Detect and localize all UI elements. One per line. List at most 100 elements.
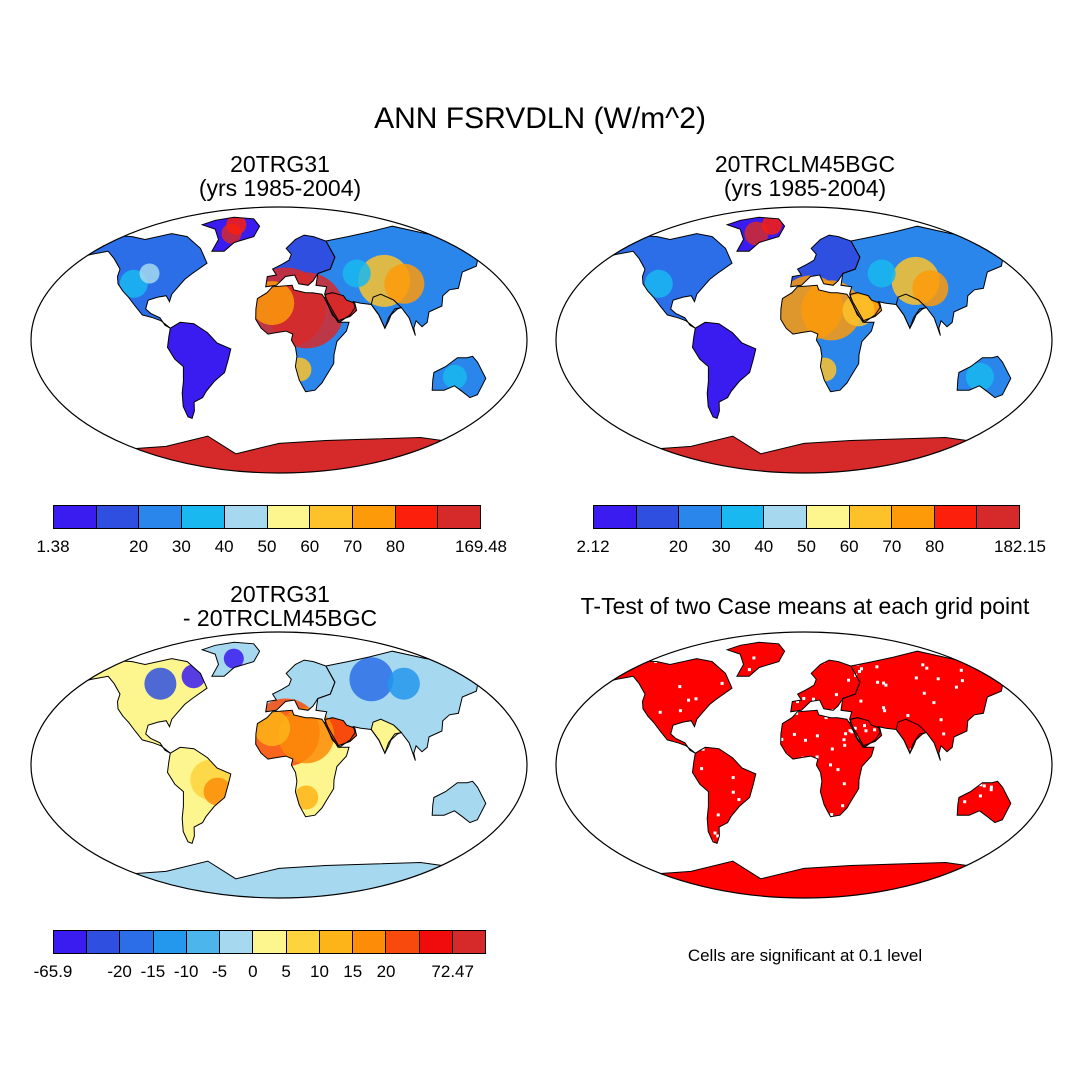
nonsignificant-cell [580,655,583,658]
nonsignificant-cell [829,763,832,767]
land-northAmerica [604,658,732,754]
nonsignificant-cell [939,718,943,722]
nonsignificant-cell [649,650,653,654]
nonsignificant-cell [925,666,929,670]
nonsignificant-cell [737,798,741,801]
nonsignificant-cell [932,701,936,705]
colorbar-swatch [87,931,121,953]
nonsignificant-cell [842,782,846,786]
colorbar-swatch [353,931,387,953]
field-patch [139,263,160,284]
panel-title-line: 20TRG31 [230,581,330,607]
coastline [166,321,232,419]
land-africa [780,710,874,817]
nonsignificant-cell [842,738,846,742]
field-patch [842,294,875,327]
colorbar-swatch [153,931,187,953]
land-southAmerica [167,322,231,419]
colorbar-swatch [764,506,807,528]
coastline [604,658,733,754]
nonsignificant-cell [1012,687,1016,691]
nonsignificant-cell [802,697,806,700]
map-border [555,206,1053,474]
coastline [200,641,261,677]
colorbar-tick-label: 20 [129,537,149,556]
coastline [956,355,1012,399]
nonsignificant-cell [720,681,724,685]
field-patch [912,270,949,307]
colorbar-case2 [593,505,1020,529]
field-patch [226,217,247,235]
land-europe [790,660,860,712]
nonsignificant-cell [844,732,848,736]
nonsignificant-cell [978,794,982,798]
nonsignificant-cell [884,683,888,687]
colorbar-swatch [253,931,287,953]
coastline [79,233,208,329]
colorbar-tick-label: 80 [925,537,945,556]
colorbar-swatch [96,506,140,528]
colorbar-swatch [806,506,850,528]
nonsignificant-cell [747,668,751,672]
coastline [780,709,875,818]
nonsignificant-cell [716,813,720,817]
colorbar-swatch [182,506,225,528]
nonsignificant-cell [850,730,854,734]
nonsignificant-cell [634,652,638,656]
colorbar-swatch [395,506,439,528]
land-asia [841,651,1017,761]
colorbar-swatch [319,931,354,953]
map-border [30,631,528,899]
nonsignificant-cell [954,685,958,689]
nonsignificant-cell [982,784,986,788]
coastline [265,234,336,288]
nonsignificant-cell [716,834,720,838]
colorbar-tick-label: 70 [343,537,363,556]
coastline [849,717,883,747]
coastline [324,292,358,322]
panel-title-ttest: T-Test of two Case means at each grid po… [535,594,1075,618]
field-patch [762,217,782,235]
land-india [896,719,927,754]
nonsignificant-cell [1010,650,1013,654]
colorbar-swatch [721,506,765,528]
map-case2 [555,206,1053,474]
nonsignificant-cell [678,685,682,689]
colorbar-swatch [386,931,420,953]
colorbar-swatch [977,506,1019,528]
nonsignificant-cell [648,650,652,654]
nonsignificant-cell [859,699,863,703]
coastline [691,746,757,844]
nonsignificant-cell [658,710,662,714]
nonsignificant-cell [834,693,838,697]
coastline [166,746,232,844]
nonsignificant-cell [830,747,834,751]
colorbar-tick-label: -10 [173,962,199,981]
colorbar-swatch [224,506,268,528]
field-patch [387,667,420,700]
map-border [30,206,528,474]
colorbar-tick-label: 5 [281,962,291,981]
coastline [370,293,403,330]
nonsignificant-cell [579,699,582,702]
nonsignificant-cell [936,677,940,681]
panel-title-case2: 20TRCLM45BGC (yrs 1985-2004) [555,152,1055,200]
nonsignificant-cell [575,846,578,849]
nonsignificant-cell [731,790,735,794]
nonsignificant-cell [792,732,796,736]
coastline [895,718,928,755]
colorbar-tick-label: 30 [711,537,731,556]
colorbar-swatch [438,506,481,528]
colorbar-tick-label: -5 [211,962,228,981]
colorbar-tick-label: 72.47 [431,962,474,981]
panel-title-line: (yrs 1985-2004) [723,175,887,201]
nonsignificant-cell [713,831,717,835]
colorbar-labels-case2: 2.12 20 30 40 50 60 70 80 182.15 [576,537,1046,558]
field-patch [342,259,371,288]
coastline [431,780,487,824]
land-europe [790,235,860,287]
colorbar-labels-difference: -65.9 -20 -15 -10 -5 0 5 10 15 20 72.47 [34,962,486,983]
colorbar-tick-label: 169.48 [455,537,507,556]
map-case1 [30,206,528,474]
field-patch [349,657,394,702]
